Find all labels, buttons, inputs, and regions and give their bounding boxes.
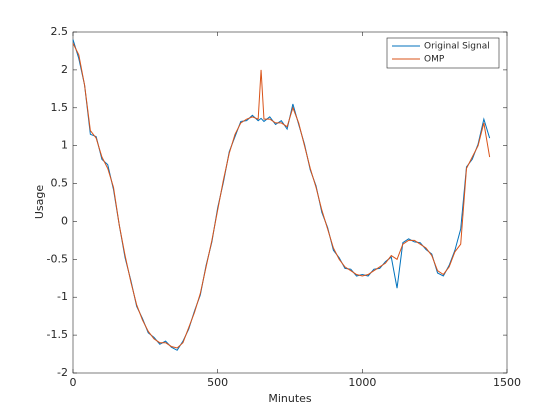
x-tick-label: 1000 bbox=[348, 376, 376, 389]
y-tick-label: 0.5 bbox=[51, 177, 69, 190]
legend-box bbox=[386, 37, 500, 69]
axes-box bbox=[72, 31, 508, 374]
legend-label: Original Signal bbox=[424, 42, 490, 52]
y-tick-label: -2 bbox=[57, 366, 68, 379]
series-line bbox=[72, 43, 491, 349]
y-tick-label: -1.5 bbox=[47, 328, 68, 341]
x-tick-label: 0 bbox=[70, 376, 77, 389]
y-tick-label: 2 bbox=[61, 63, 68, 76]
y-axis-label: Usage bbox=[33, 185, 46, 220]
legend-label: OMP bbox=[424, 55, 445, 65]
y-tick-label: -0.5 bbox=[47, 252, 68, 265]
y-tick-label: 2.5 bbox=[51, 25, 69, 38]
y-tick-label: 0 bbox=[61, 214, 68, 227]
y-tick-label: 1.5 bbox=[51, 101, 69, 114]
y-tick-label: 1 bbox=[61, 139, 68, 152]
y-tick-label: -1 bbox=[57, 290, 68, 303]
x-axis-label: Minutes bbox=[268, 392, 312, 405]
x-tick-label: 1500 bbox=[493, 376, 521, 389]
x-tick-label: 500 bbox=[207, 376, 228, 389]
